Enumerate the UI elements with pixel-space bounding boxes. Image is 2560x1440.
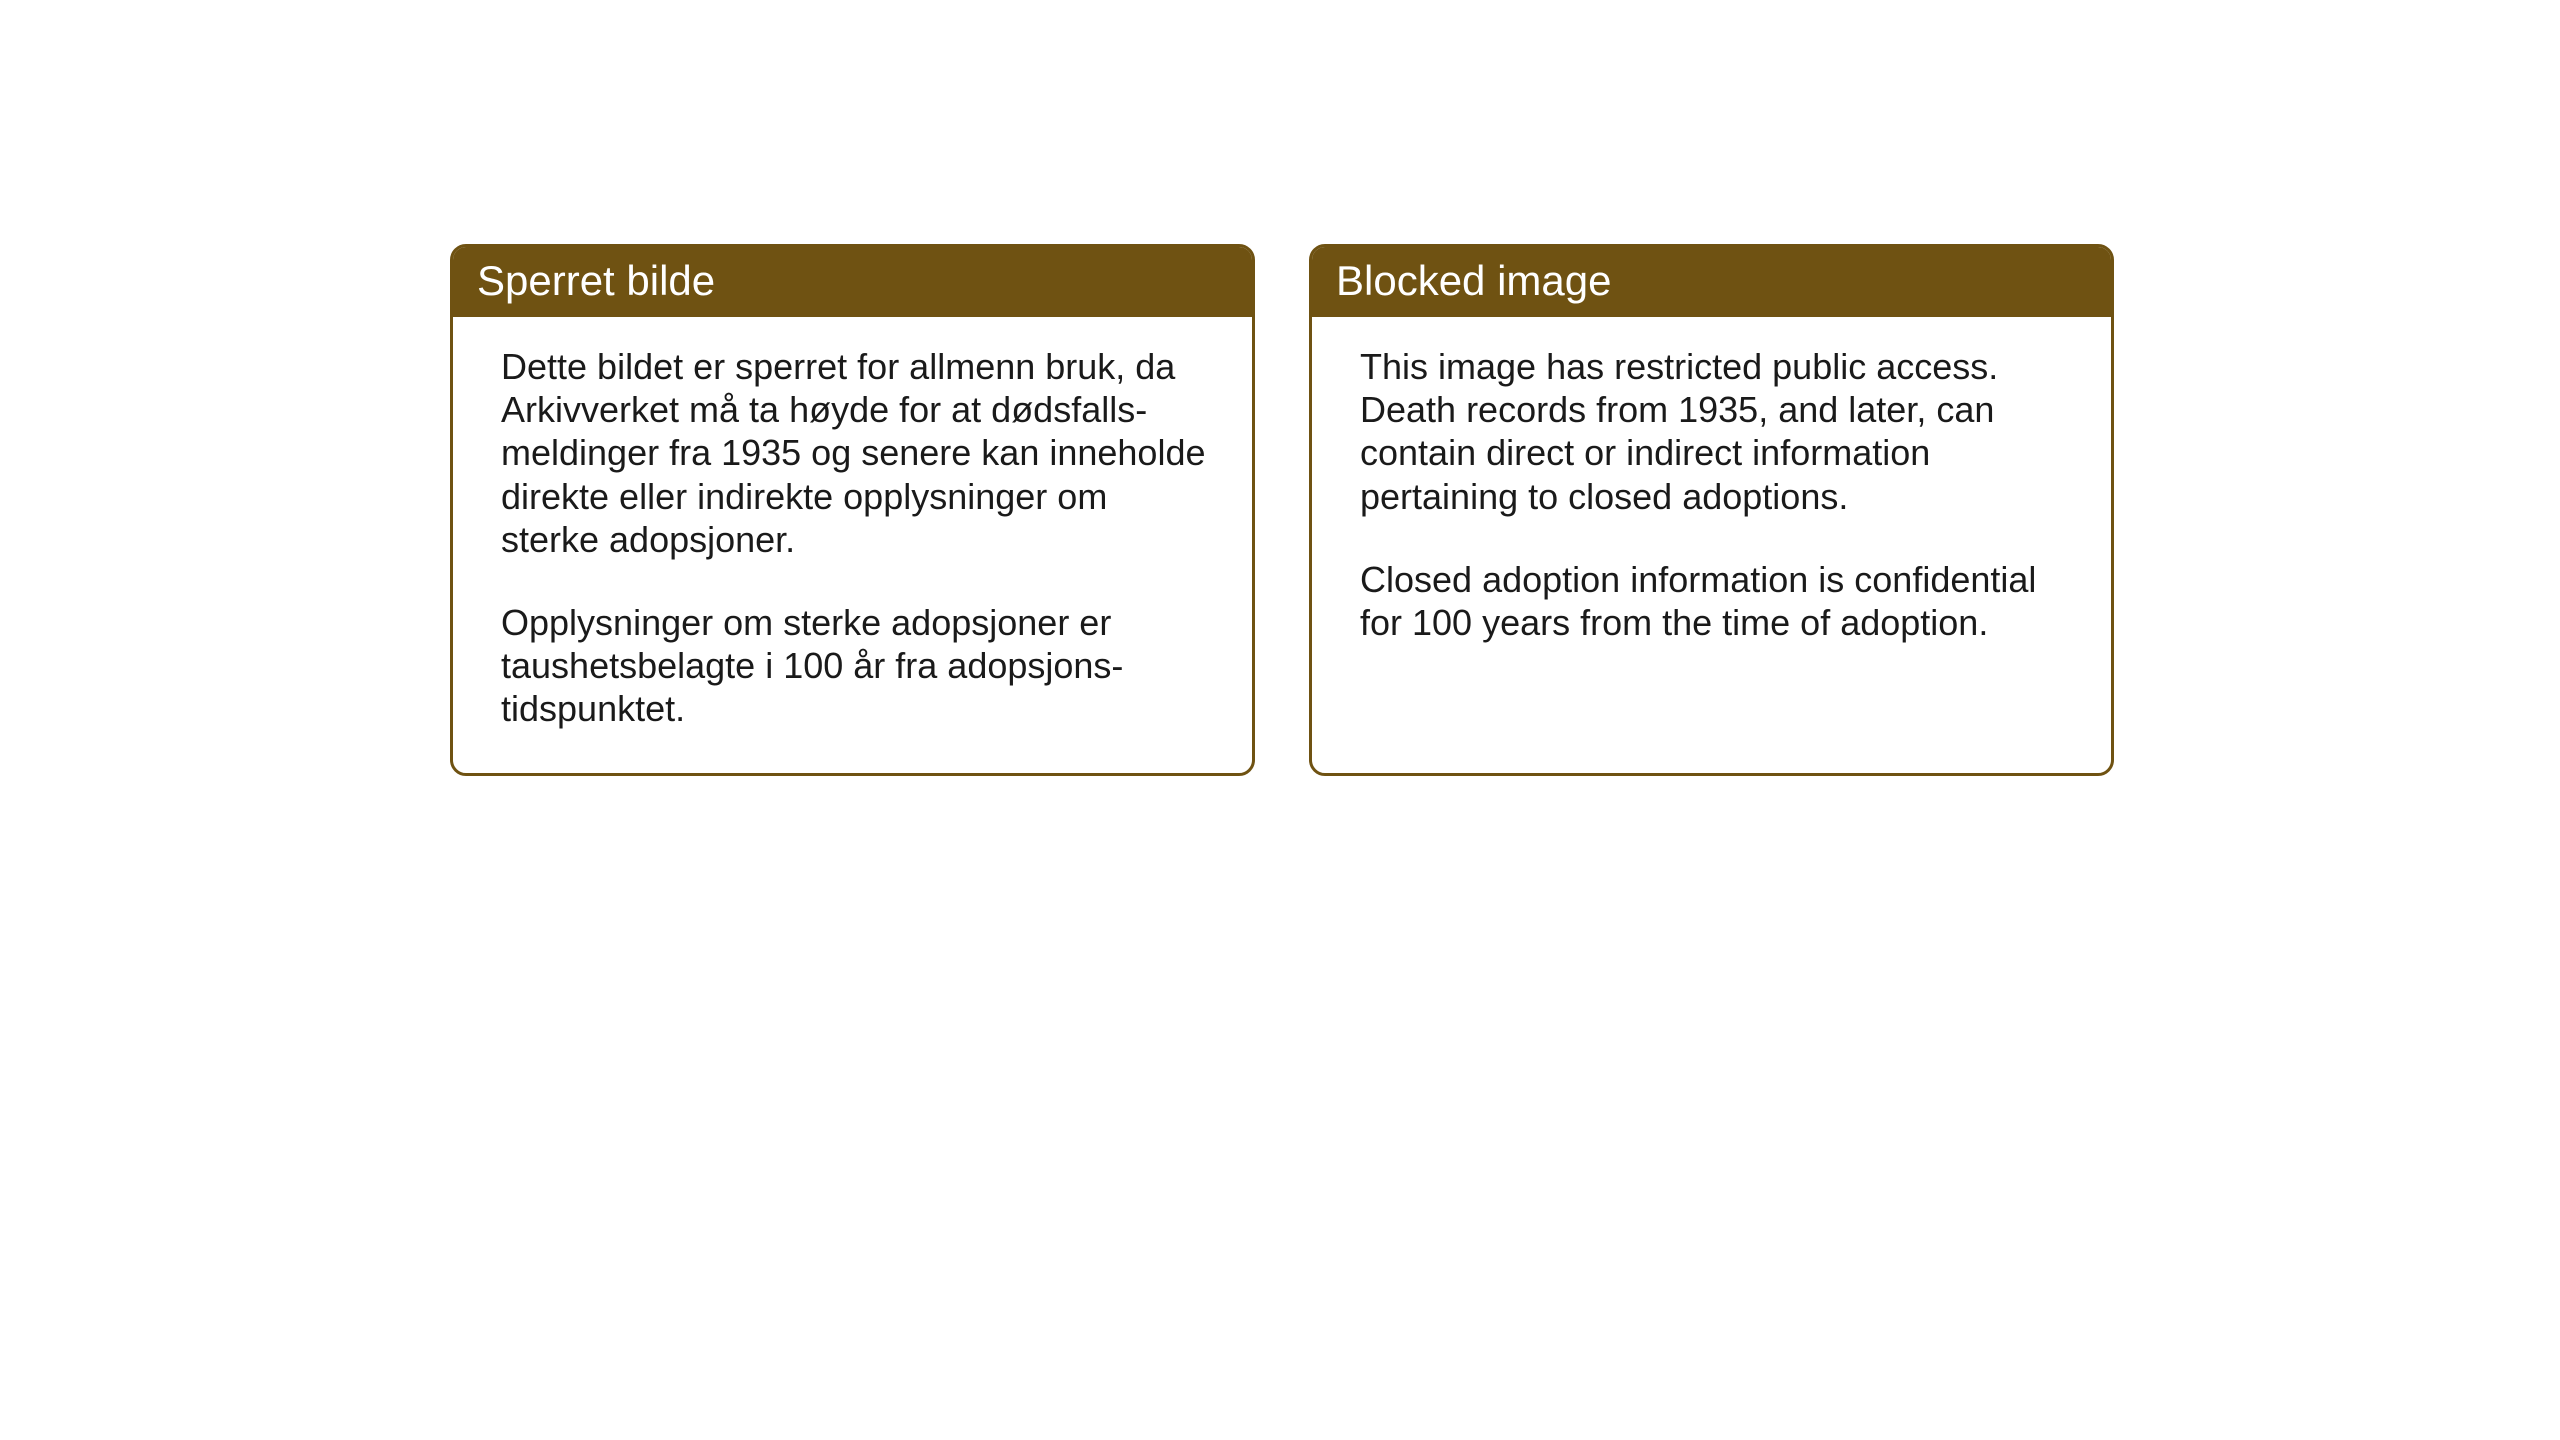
card-body-norwegian: Dette bildet er sperret for allmenn bruk…: [453, 317, 1252, 773]
card-title-norwegian: Sperret bilde: [477, 257, 715, 304]
card-body-english: This image has restricted public access.…: [1312, 317, 2111, 730]
notice-container: Sperret bilde Dette bildet er sperret fo…: [450, 244, 2114, 776]
paragraph-english-1: This image has restricted public access.…: [1360, 345, 2069, 518]
paragraph-english-2: Closed adoption information is confident…: [1360, 558, 2069, 644]
card-title-english: Blocked image: [1336, 257, 1611, 304]
paragraph-norwegian-2: Opplysninger om sterke adopsjoner er tau…: [501, 601, 1210, 731]
notice-card-english: Blocked image This image has restricted …: [1309, 244, 2114, 776]
notice-card-norwegian: Sperret bilde Dette bildet er sperret fo…: [450, 244, 1255, 776]
paragraph-norwegian-1: Dette bildet er sperret for allmenn bruk…: [501, 345, 1210, 561]
card-header-english: Blocked image: [1312, 247, 2111, 317]
card-header-norwegian: Sperret bilde: [453, 247, 1252, 317]
